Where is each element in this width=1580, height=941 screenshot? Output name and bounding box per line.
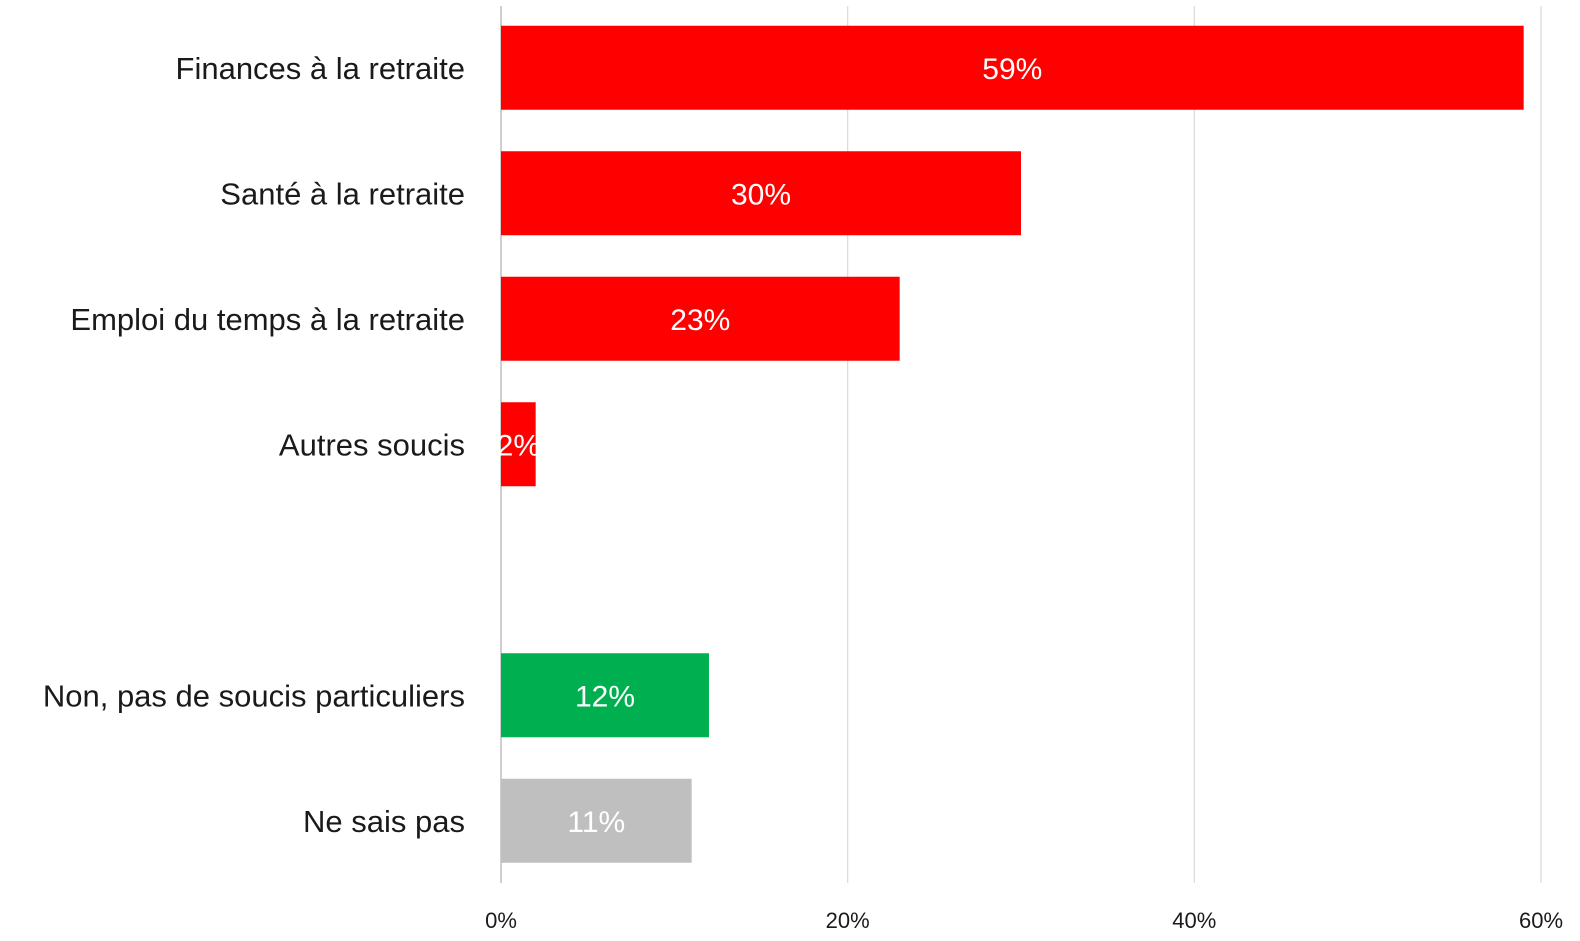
x-tick-label: 40% xyxy=(1172,908,1216,933)
bar-value-label: 12% xyxy=(575,680,635,713)
x-axis-ticks: 0% 20% 40% 60% xyxy=(485,908,1563,933)
bar xyxy=(501,653,709,738)
x-tick-label: 20% xyxy=(826,908,870,933)
bar-value-label: 23% xyxy=(670,304,730,337)
bar xyxy=(501,151,1021,236)
bar xyxy=(501,25,1524,110)
bar xyxy=(501,778,692,863)
category-label: Santé à la retraite xyxy=(220,176,465,211)
bar xyxy=(501,276,900,361)
bar-value-label: 30% xyxy=(731,178,791,211)
bars: 59% 30% 23% 2% 12% 11% xyxy=(497,25,1524,863)
category-labels: Finances à la retraite Santé à la retrait… xyxy=(43,51,465,839)
category-label: Emploi du temps à la retraite xyxy=(70,302,465,337)
category-label: Non, pas de soucis particuliers xyxy=(43,678,465,713)
x-tick-label: 60% xyxy=(1519,908,1563,933)
gridlines xyxy=(500,6,1542,883)
bar-value-label: 11% xyxy=(567,806,625,839)
bar-value-label: 2% xyxy=(497,429,540,462)
category-label: Finances à la retraite xyxy=(176,51,465,86)
bar xyxy=(501,402,536,487)
category-label: Autres soucis xyxy=(279,427,465,462)
x-tick-label: 0% xyxy=(485,908,517,933)
bar-value-label: 59% xyxy=(982,53,1042,86)
category-label: Ne sais pas xyxy=(303,804,465,839)
